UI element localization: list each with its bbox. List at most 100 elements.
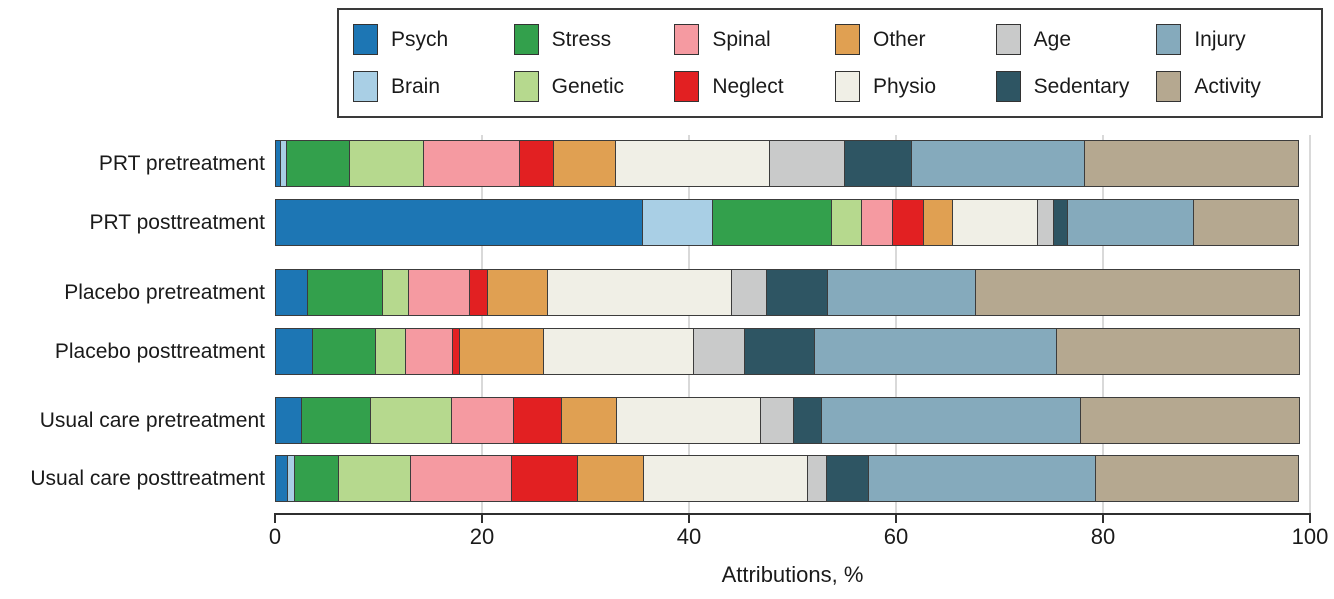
legend-item-brain: Brain xyxy=(353,71,514,102)
segment-other xyxy=(487,269,549,316)
segment-physio xyxy=(547,269,732,316)
legend-swatch-spinal xyxy=(674,24,700,55)
legend-label-physio: Physio xyxy=(873,75,937,98)
legend-label-psych: Psych xyxy=(391,28,449,51)
segment-physio xyxy=(543,328,695,375)
segment-stress xyxy=(312,328,377,375)
segment-injury xyxy=(826,269,976,316)
bar-placebo-pretreatment xyxy=(275,269,1310,316)
segment-activity xyxy=(1055,328,1300,375)
segment-genetic xyxy=(348,140,425,187)
chart-legend: Psych Stress Spinal Other Age Injury Brain Gene… xyxy=(337,8,1323,118)
legend-label-spinal: Spinal xyxy=(712,28,771,51)
segment-injury xyxy=(868,455,1097,502)
bar-usual-care-pretreatment xyxy=(275,397,1310,444)
x-tick-label-80: 80 xyxy=(1090,524,1116,549)
segment-stress xyxy=(300,397,372,444)
segment-genetic xyxy=(830,199,862,246)
legend-item-spinal: Spinal xyxy=(674,24,835,55)
segment-stress xyxy=(286,140,350,187)
segment-sedentary xyxy=(825,455,870,502)
x-tick-40 xyxy=(688,515,690,523)
segment-age xyxy=(730,269,767,316)
row-label-placebo-pretreatment: Placebo pretreatment xyxy=(64,281,265,304)
segment-age xyxy=(1036,199,1054,246)
segment-physio xyxy=(614,140,770,187)
segment-spinal xyxy=(451,397,515,444)
bar-placebo-posttreatment xyxy=(275,328,1310,375)
legend-label-stress: Stress xyxy=(551,28,612,51)
segment-spinal xyxy=(407,269,470,316)
segment-spinal xyxy=(405,328,454,375)
segment-sedentary xyxy=(765,269,828,316)
legend-item-psych: Psych xyxy=(353,24,514,55)
x-tick-20 xyxy=(481,515,483,523)
x-tick-80 xyxy=(1102,515,1104,523)
legend-swatch-physio xyxy=(835,71,860,102)
segment-injury xyxy=(814,328,1057,375)
segment-stress xyxy=(711,199,832,246)
legend-item-neglect: Neglect xyxy=(674,71,835,102)
x-tick-label-100: 100 xyxy=(1291,524,1329,549)
legend-swatch-stress xyxy=(513,24,539,55)
segment-neglect xyxy=(513,397,562,444)
row-label-prt-pretreatment: PRT pretreatment xyxy=(98,152,265,175)
bar-prt-posttreatment xyxy=(275,199,1310,246)
segment-neglect xyxy=(892,199,925,246)
legend-label-other: Other xyxy=(873,28,926,51)
legend-swatch-brain xyxy=(353,71,378,102)
legend-item-stress: Stress xyxy=(513,24,675,55)
x-tick-label-20: 20 xyxy=(469,524,495,549)
legend-swatch-other xyxy=(835,24,860,55)
legend-item-sedentary: Sedentary xyxy=(995,71,1157,102)
segment-age xyxy=(693,328,746,375)
gridline-60 xyxy=(895,135,897,513)
legend-label-age: Age xyxy=(1033,28,1072,51)
legend-item-activity: Activity xyxy=(1156,71,1317,102)
legend-swatch-injury xyxy=(1156,24,1182,55)
segment-sedentary xyxy=(792,397,822,444)
segment-other xyxy=(923,199,954,246)
x-tick-label-60: 60 xyxy=(883,524,909,549)
legend-label-brain: Brain xyxy=(391,75,441,98)
segment-activity xyxy=(1083,140,1299,187)
x-axis-title: Attributions, % xyxy=(721,562,864,587)
segment-activity xyxy=(1193,199,1299,246)
segment-other xyxy=(552,140,616,187)
legend-item-genetic: Genetic xyxy=(513,71,675,102)
legend-item-injury: Injury xyxy=(1156,24,1317,55)
x-axis-line xyxy=(274,513,1311,515)
segment-stress xyxy=(293,455,340,502)
gridline-40 xyxy=(688,135,690,513)
legend-swatch-neglect xyxy=(674,71,700,102)
plot-area xyxy=(275,135,1311,513)
segment-other xyxy=(577,455,644,502)
segment-physio xyxy=(642,455,809,502)
x-tick-100 xyxy=(1309,515,1311,523)
legend-swatch-activity xyxy=(1156,71,1182,102)
segment-physio xyxy=(952,199,1038,246)
x-tick-label-40: 40 xyxy=(676,524,702,549)
segment-neglect xyxy=(519,140,554,187)
legend-item-physio: Physio xyxy=(835,71,996,102)
segment-psych xyxy=(275,397,302,444)
x-tick-0 xyxy=(274,515,276,523)
segment-other xyxy=(560,397,617,444)
segment-stress xyxy=(307,269,383,316)
row-label-usual-care-posttreatment: Usual care posttreatment xyxy=(30,467,265,490)
segment-psych xyxy=(275,455,289,502)
segment-spinal xyxy=(860,199,893,246)
legend-swatch-psych xyxy=(353,24,378,55)
legend-label-injury: Injury xyxy=(1194,28,1246,51)
segment-genetic xyxy=(381,269,409,316)
legend-label-activity: Activity xyxy=(1194,75,1261,98)
gridline-100 xyxy=(1309,135,1311,513)
segment-brain xyxy=(642,199,713,246)
legend-swatch-genetic xyxy=(513,71,539,102)
bar-prt-pretreatment xyxy=(275,140,1310,187)
segment-psych xyxy=(275,269,309,316)
segment-neglect xyxy=(511,455,579,502)
segment-other xyxy=(459,328,545,375)
gridline-20 xyxy=(481,135,483,513)
